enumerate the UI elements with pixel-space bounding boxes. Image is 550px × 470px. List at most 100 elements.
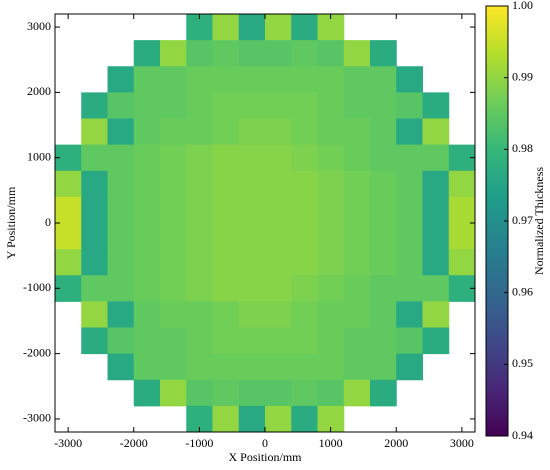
heatmap-cell — [343, 66, 371, 93]
heatmap-cell — [317, 379, 345, 407]
heatmap-cell — [317, 353, 345, 381]
colorbar-tick-label: 0.97 — [512, 213, 533, 227]
heatmap-cell — [160, 40, 187, 67]
heatmap-cell — [370, 170, 397, 198]
heatmap-cell — [448, 170, 476, 198]
heatmap-cell — [133, 275, 161, 302]
heatmap-cell — [186, 40, 213, 67]
heatmap-cell — [343, 92, 371, 119]
heatmap-cell — [370, 92, 397, 119]
heatmap-cell — [422, 92, 450, 119]
heatmap-cell — [291, 14, 318, 41]
heatmap-cell — [160, 379, 187, 407]
heatmap-cell — [81, 170, 108, 198]
heatmap-cell — [238, 353, 266, 381]
heatmap-cell — [107, 327, 135, 355]
heatmap-cell — [107, 301, 135, 328]
heatmap-cell — [317, 66, 345, 93]
heatmap-cell — [291, 92, 318, 119]
heatmap-cell — [396, 327, 423, 355]
x-axis-label: X Position/mm — [228, 450, 302, 464]
heatmap-cell — [343, 327, 371, 355]
heatmap-cell — [396, 353, 423, 381]
heatmap-cell — [238, 40, 266, 67]
heatmap-cell — [265, 379, 292, 407]
heatmap-cell — [422, 144, 450, 172]
heatmap-cell — [422, 196, 450, 224]
heatmap-cell — [422, 301, 450, 328]
heatmap-cell — [238, 405, 266, 433]
y-tick-label: 3000 — [27, 19, 51, 33]
heatmap-cell — [238, 249, 266, 276]
x-tick-label: 3000 — [450, 436, 474, 450]
heatmap-cell — [291, 249, 318, 276]
heatmap-cell — [81, 275, 108, 302]
heatmap-cell — [396, 92, 423, 119]
heatmap-cell — [265, 144, 292, 172]
heatmap-cell — [396, 144, 423, 172]
heatmap-cell — [81, 92, 108, 119]
heatmap-cell — [212, 223, 240, 250]
heatmap-cell — [107, 144, 135, 172]
heatmap-cell — [317, 170, 345, 198]
heatmap-cell — [212, 40, 240, 67]
heatmap-cell — [265, 405, 292, 433]
heatmap-cell — [160, 249, 187, 276]
heatmap-cell — [370, 223, 397, 250]
heatmap-cell — [343, 275, 371, 302]
heatmap-cell — [238, 379, 266, 407]
heatmap-cell — [396, 196, 423, 224]
heatmap-cell — [238, 170, 266, 198]
colorbar-label: Normalized Thickness — [532, 167, 546, 275]
heatmap-cell — [317, 275, 345, 302]
heatmap-cell — [81, 223, 108, 250]
heatmap-cell — [160, 353, 187, 381]
heatmap-cell — [265, 196, 292, 224]
heatmap-cell — [212, 170, 240, 198]
heatmap-cell — [448, 223, 476, 250]
heatmap-cell — [133, 92, 161, 119]
y-tick-label: 2000 — [27, 84, 51, 98]
heatmap-cell — [291, 405, 318, 433]
heatmap-cell — [212, 249, 240, 276]
heatmap-cell — [212, 275, 240, 302]
y-tick-label: -2000 — [23, 345, 51, 359]
heatmap-cell — [81, 118, 108, 146]
heatmap-cell — [107, 196, 135, 224]
heatmap-cell — [317, 327, 345, 355]
x-tick-label: -2000 — [120, 436, 148, 450]
heatmap-cell — [186, 170, 213, 198]
x-tick-label: -3000 — [54, 436, 82, 450]
heatmap-cell — [133, 353, 161, 381]
heatmap-cell — [396, 249, 423, 276]
x-tick-label: 2000 — [384, 436, 408, 450]
heatmap-cell — [317, 40, 345, 67]
heatmap-cell — [317, 92, 345, 119]
heatmap-cell — [343, 249, 371, 276]
heatmap-cell — [370, 327, 397, 355]
heatmap-cell — [291, 379, 318, 407]
heatmap-cell — [370, 301, 397, 328]
heatmap-cell — [160, 327, 187, 355]
heatmap-cell — [55, 170, 82, 198]
heatmap-cell — [186, 275, 213, 302]
heatmap-cell — [55, 196, 82, 224]
heatmap-cell — [212, 405, 240, 433]
heatmap-cell — [370, 379, 397, 407]
heatmap-cell — [291, 170, 318, 198]
heatmap-cell — [81, 301, 108, 328]
heatmap-cell — [107, 170, 135, 198]
heatmap-cell — [238, 196, 266, 224]
heatmap-cell — [160, 196, 187, 224]
heatmap-cell — [343, 170, 371, 198]
heatmap-cell — [81, 144, 108, 172]
heatmap-cell — [238, 92, 266, 119]
heatmap-cell — [291, 223, 318, 250]
y-tick-label: -3000 — [23, 411, 51, 425]
heatmap-cell — [212, 327, 240, 355]
y-tick-label: -1000 — [23, 280, 51, 294]
heatmap-cell — [265, 40, 292, 67]
heatmap-cell — [422, 249, 450, 276]
heatmap-cell — [160, 92, 187, 119]
heatmap-cell — [291, 327, 318, 355]
